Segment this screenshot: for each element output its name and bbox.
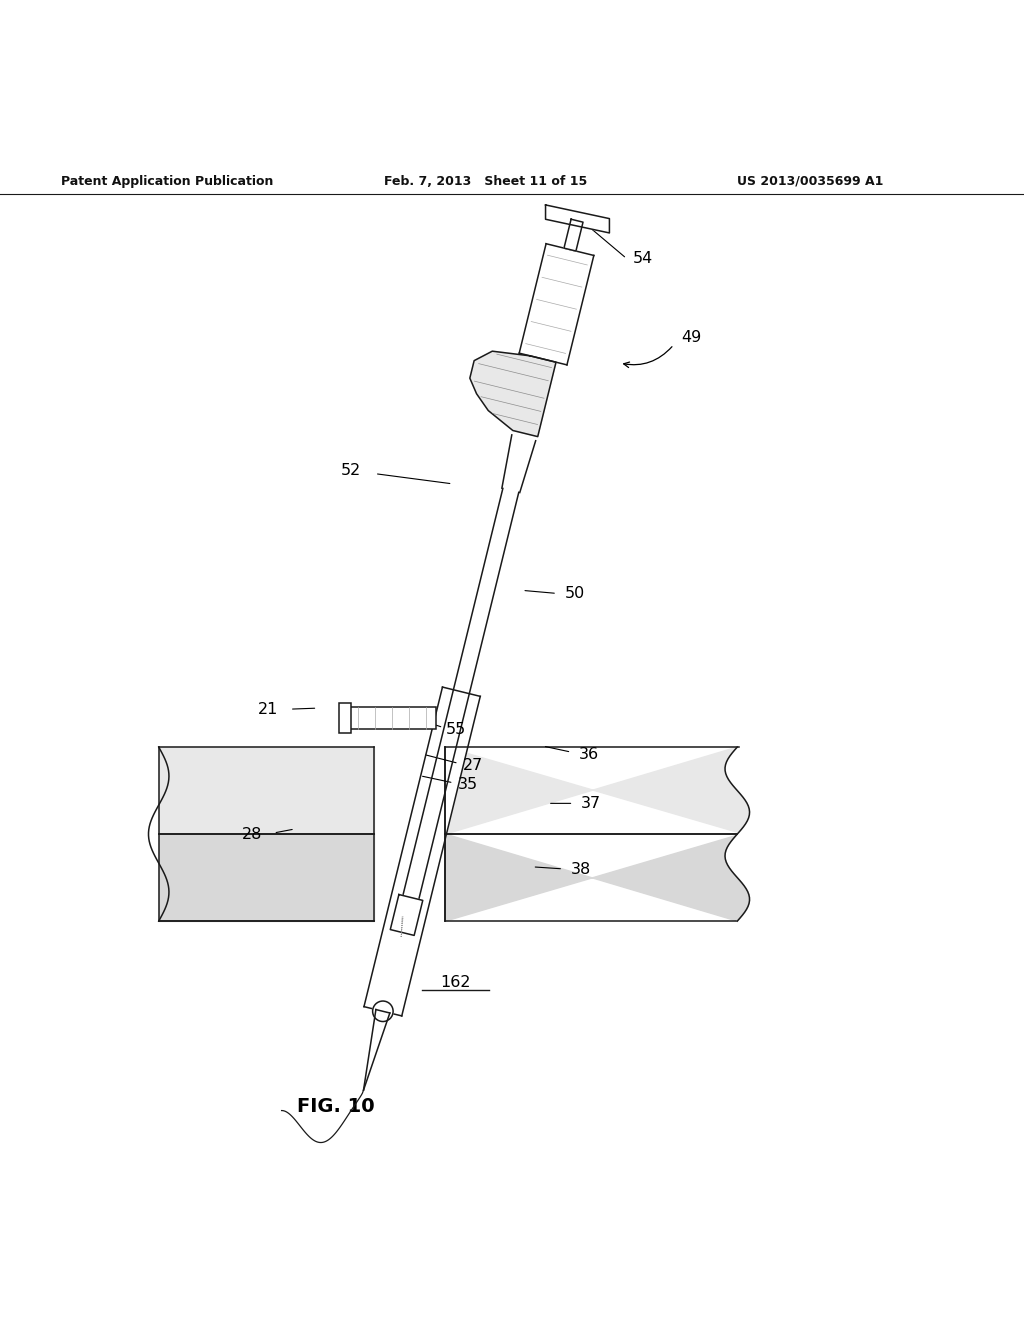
Polygon shape <box>364 688 480 1016</box>
Polygon shape <box>470 351 556 437</box>
Polygon shape <box>564 219 583 251</box>
Polygon shape <box>546 205 609 232</box>
Text: 28: 28 <box>242 826 262 842</box>
Text: 52: 52 <box>341 463 361 478</box>
Text: US 2013/0035699 A1: US 2013/0035699 A1 <box>737 174 884 187</box>
Text: 38: 38 <box>570 862 591 878</box>
Text: 37: 37 <box>581 796 601 810</box>
Text: 21: 21 <box>258 702 279 717</box>
Text: 35: 35 <box>458 777 478 792</box>
Text: FIG. 10: FIG. 10 <box>297 1097 375 1115</box>
Polygon shape <box>159 747 374 834</box>
Text: 49: 49 <box>681 330 701 345</box>
Text: 36: 36 <box>579 747 599 762</box>
Text: 50: 50 <box>565 586 586 601</box>
Text: 54: 54 <box>633 251 653 267</box>
Text: 27: 27 <box>463 758 483 774</box>
Text: 162: 162 <box>440 975 471 990</box>
Polygon shape <box>390 895 423 936</box>
Polygon shape <box>364 1010 390 1090</box>
Polygon shape <box>519 244 594 364</box>
Polygon shape <box>402 488 519 899</box>
Bar <box>347 706 436 729</box>
Text: Feb. 7, 2013   Sheet 11 of 15: Feb. 7, 2013 Sheet 11 of 15 <box>384 174 587 187</box>
Polygon shape <box>445 834 750 921</box>
Text: Patent Application Publication: Patent Application Publication <box>61 174 273 187</box>
Circle shape <box>373 1001 393 1022</box>
Text: 55: 55 <box>445 722 466 737</box>
Bar <box>339 702 351 734</box>
Polygon shape <box>445 747 750 834</box>
Polygon shape <box>502 434 536 492</box>
Polygon shape <box>159 834 374 921</box>
